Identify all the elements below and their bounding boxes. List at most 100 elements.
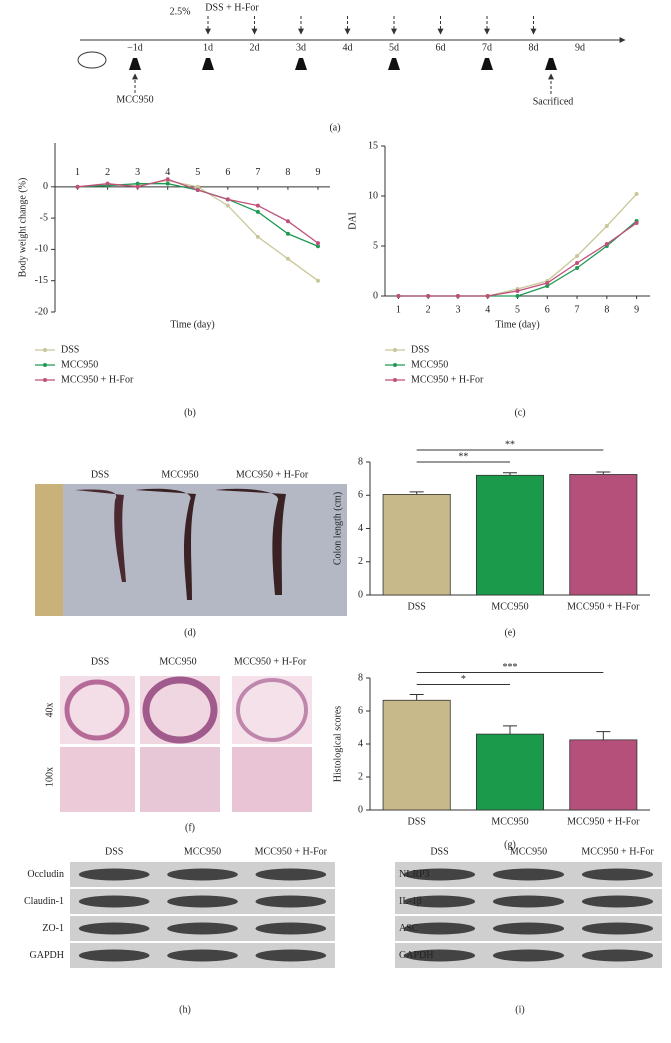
colon: [215, 488, 286, 595]
blot-band: [167, 868, 238, 881]
legend-marker: [393, 363, 397, 367]
y-tick-label: -15: [35, 275, 48, 286]
colon: [75, 489, 126, 582]
error-bar: [409, 491, 424, 495]
series-line: [77, 179, 319, 282]
legend-label: MCC950 + H-For: [61, 374, 134, 385]
significance-label: ***: [503, 662, 518, 673]
protein-label: GAPDH: [30, 950, 64, 961]
histology-image: [140, 676, 220, 744]
caption: (i): [515, 1004, 524, 1015]
legend-marker: [393, 378, 397, 382]
legend-marker: [43, 363, 47, 367]
point: [255, 209, 260, 214]
blot-band: [492, 949, 565, 962]
point: [165, 177, 170, 182]
histology-image: [232, 676, 312, 744]
end-label: Sacrificed: [533, 96, 574, 107]
day-label: 2d: [250, 42, 260, 53]
group-label: MCC950 + H-For: [255, 846, 328, 857]
caption: (a): [329, 122, 340, 133]
tissue: [64, 679, 130, 741]
day-label: 5d: [389, 42, 399, 53]
blot-band: [581, 895, 654, 908]
magnification-label: 100x: [44, 767, 55, 787]
gavage-marker: [129, 58, 141, 70]
blot-band: [78, 922, 150, 935]
protein-label: IL-1β: [399, 896, 422, 907]
point: [634, 192, 639, 196]
point: [455, 294, 460, 298]
blot-band: [403, 868, 476, 881]
caption: (b): [184, 407, 196, 418]
point: [225, 197, 230, 202]
blot-band: [255, 922, 327, 935]
y-tick-label: -10: [35, 244, 48, 255]
point: [315, 241, 320, 246]
significance-label: **: [505, 439, 515, 450]
point: [255, 234, 260, 239]
blot-band: [403, 922, 476, 935]
histology-image: [60, 747, 135, 812]
day-label: 9d: [575, 42, 585, 53]
x-axis-label: Time (day): [495, 319, 539, 330]
y-tick-label: 10: [368, 190, 378, 201]
blot-band: [255, 895, 327, 908]
y-tick-label: -20: [35, 306, 48, 317]
day-label: 8d: [529, 42, 539, 53]
blot-band: [255, 949, 327, 962]
gavage-marker: [202, 58, 214, 70]
point: [315, 278, 320, 283]
y-tick-label: 0: [43, 181, 48, 192]
point: [315, 244, 320, 249]
tissue: [236, 678, 308, 742]
point: [426, 294, 431, 298]
y-tick-label: 5: [373, 240, 378, 251]
day-label: 1d: [203, 42, 213, 53]
blot-band: [167, 949, 238, 962]
series-line: [77, 183, 319, 247]
legend-marker: [43, 348, 47, 352]
point: [195, 184, 200, 189]
point: [165, 181, 170, 186]
error-bar: [596, 471, 611, 475]
point: [485, 294, 490, 298]
western-blots: DSS MCC950 MCC950 + H-For Occludin Claudin-1…: [24, 846, 662, 1015]
x-tick-label: 7: [255, 167, 260, 178]
y-tick-label: 0: [358, 804, 363, 815]
group-label: DSS: [91, 469, 109, 480]
blot-band: [492, 895, 565, 908]
group-label: DSS: [105, 846, 123, 857]
x-tick-label: 4: [165, 167, 170, 178]
blot-band: [581, 868, 654, 881]
day-label: 7d: [482, 42, 492, 53]
y-axis-label: Colon length (cm): [332, 492, 343, 565]
group-label: MCC950: [510, 846, 547, 857]
x-axis-label: Time (day): [170, 319, 214, 330]
y-tick-label: 4: [358, 523, 363, 534]
point: [285, 231, 290, 236]
legend-label: DSS: [61, 344, 79, 355]
caption: (f): [185, 822, 195, 833]
point: [75, 184, 80, 189]
y-tick-label: 6: [358, 490, 363, 501]
group-label: MCC950: [159, 656, 196, 667]
legend-label: DSS: [411, 344, 429, 355]
x-tick-label: MCC950: [491, 601, 528, 612]
group-label: MCC950: [184, 846, 221, 857]
point: [604, 242, 609, 246]
point: [515, 294, 520, 298]
x-tick-label: 2: [426, 304, 431, 315]
histology-image: [60, 676, 135, 744]
y-tick-label: 8: [358, 672, 363, 683]
error-bar: [409, 694, 424, 701]
histology-images: [60, 676, 312, 812]
x-tick-label: 8: [604, 304, 609, 315]
bar: [569, 474, 638, 596]
point: [135, 181, 140, 186]
point: [255, 203, 260, 208]
point: [545, 284, 550, 288]
group-label: MCC950 + H-For: [234, 656, 307, 667]
x-tick-label: 2: [105, 167, 110, 178]
